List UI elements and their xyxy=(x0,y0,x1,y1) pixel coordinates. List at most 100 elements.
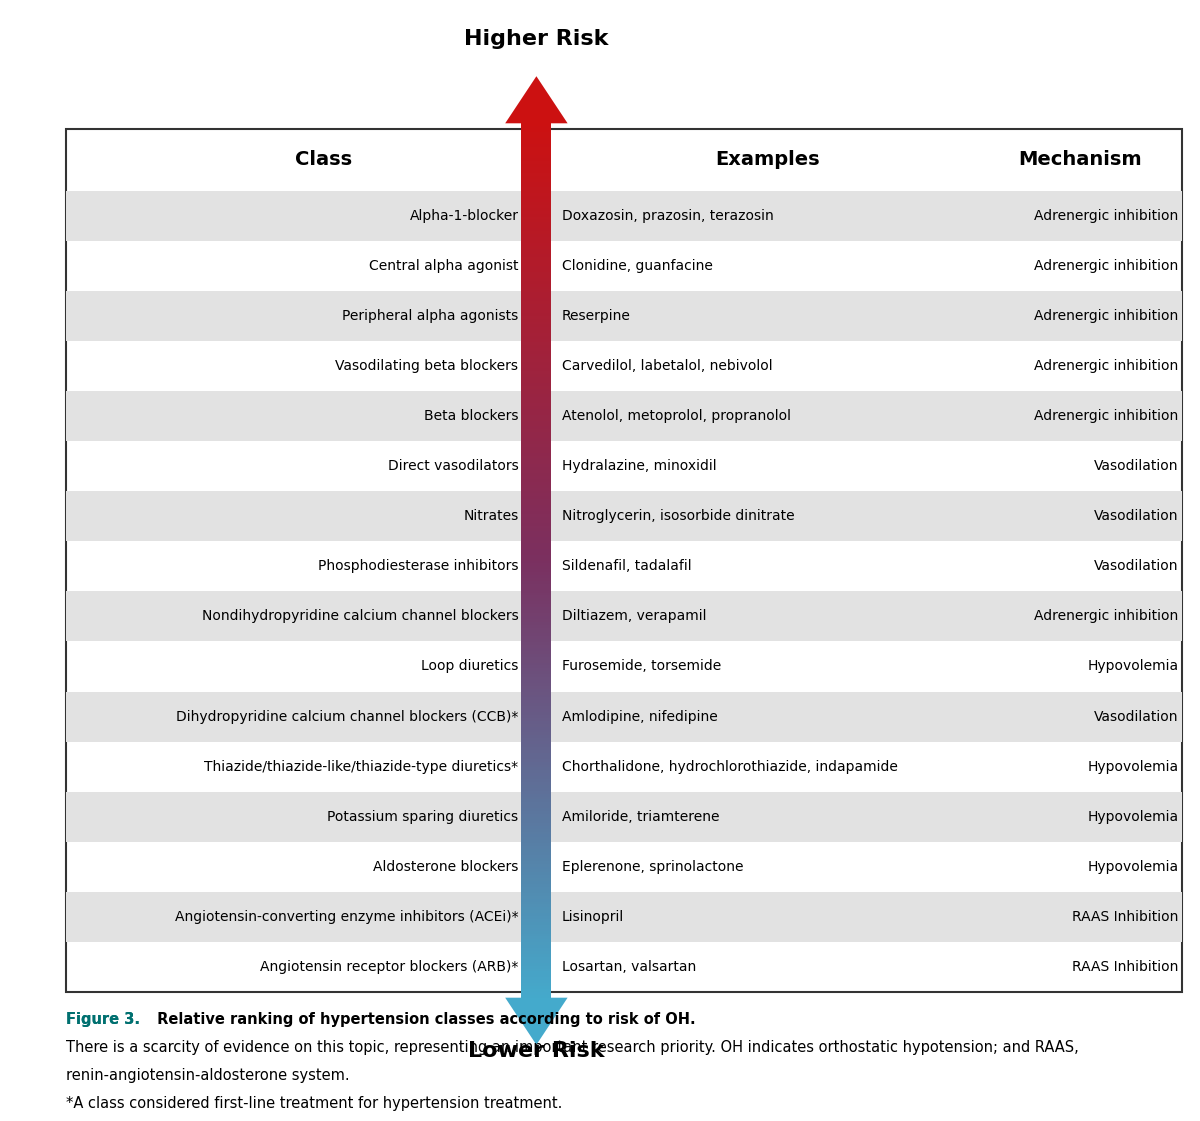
Bar xyxy=(521,630,552,633)
Bar xyxy=(521,654,552,657)
Bar xyxy=(521,202,552,205)
Bar xyxy=(521,389,552,391)
Bar xyxy=(521,564,552,566)
Text: Chorthalidone, hydrochlorothiazide, indapamide: Chorthalidone, hydrochlorothiazide, inda… xyxy=(562,760,898,773)
Text: Phosphodiesterase inhibitors: Phosphodiesterase inhibitors xyxy=(318,559,518,573)
Bar xyxy=(521,604,552,608)
Bar xyxy=(521,572,552,575)
Bar xyxy=(521,409,552,411)
Bar xyxy=(521,170,552,173)
Bar xyxy=(521,342,552,345)
Bar xyxy=(521,152,552,156)
Bar xyxy=(521,852,552,855)
Text: Doxazosin, prazosin, terazosin: Doxazosin, prazosin, terazosin xyxy=(562,209,773,223)
Bar xyxy=(521,280,552,284)
Bar xyxy=(521,560,552,564)
Polygon shape xyxy=(505,998,568,1045)
Bar xyxy=(521,129,552,132)
Bar xyxy=(66,391,1182,441)
Text: Eplerenone, sprinolactone: Eplerenone, sprinolactone xyxy=(562,860,743,874)
Bar xyxy=(521,243,552,245)
Bar xyxy=(521,464,552,467)
Bar xyxy=(521,455,552,458)
Text: Figure 3.: Figure 3. xyxy=(66,1012,140,1027)
Bar xyxy=(521,826,552,828)
Bar xyxy=(521,278,552,280)
Bar xyxy=(521,846,552,849)
Bar xyxy=(521,615,552,619)
Bar xyxy=(521,293,552,295)
Bar xyxy=(521,237,552,240)
Text: Nondihydropyridine calcium channel blockers: Nondihydropyridine calcium channel block… xyxy=(202,610,518,623)
Bar xyxy=(521,302,552,304)
Bar xyxy=(521,546,552,549)
Bar xyxy=(521,433,552,435)
Bar xyxy=(521,537,552,540)
Bar xyxy=(521,858,552,861)
Bar xyxy=(521,386,552,389)
Bar xyxy=(521,356,552,360)
Bar xyxy=(521,986,552,989)
Bar xyxy=(521,450,552,453)
Bar xyxy=(521,365,552,368)
Bar xyxy=(521,528,552,531)
Bar xyxy=(521,855,552,858)
Text: Potassium sparing diuretics: Potassium sparing diuretics xyxy=(328,809,518,824)
Bar xyxy=(521,613,552,615)
Bar xyxy=(521,659,552,663)
Bar xyxy=(521,575,552,578)
Bar xyxy=(521,843,552,846)
Text: Vasodilation: Vasodilation xyxy=(1094,710,1178,723)
Bar xyxy=(521,147,552,149)
Bar xyxy=(521,637,552,639)
Text: Loop diuretics: Loop diuretics xyxy=(421,659,518,674)
Bar xyxy=(521,951,552,954)
Bar xyxy=(521,610,552,613)
Bar xyxy=(521,721,552,724)
Text: Losartan, valsartan: Losartan, valsartan xyxy=(562,960,696,974)
Bar xyxy=(521,992,552,994)
Text: Amiloride, triamterene: Amiloride, triamterene xyxy=(562,809,719,824)
Bar xyxy=(521,348,552,351)
Bar xyxy=(521,526,552,528)
Bar xyxy=(521,400,552,404)
Bar xyxy=(521,972,552,974)
Text: Direct vasodilators: Direct vasodilators xyxy=(388,460,518,473)
Text: Examples: Examples xyxy=(715,150,821,169)
Bar xyxy=(521,697,552,701)
Text: Lower Risk: Lower Risk xyxy=(468,1041,605,1062)
Bar xyxy=(521,823,552,826)
Bar xyxy=(521,482,552,484)
Bar xyxy=(521,724,552,726)
Bar xyxy=(521,750,552,753)
Bar xyxy=(521,756,552,759)
Bar xyxy=(521,149,552,152)
Bar xyxy=(521,683,552,686)
Bar xyxy=(521,666,552,668)
Bar xyxy=(521,182,552,185)
Bar xyxy=(521,231,552,234)
Bar xyxy=(521,739,552,741)
Bar xyxy=(521,205,552,207)
Bar xyxy=(521,298,552,302)
Bar xyxy=(521,765,552,768)
Bar xyxy=(521,415,552,418)
Bar xyxy=(521,200,552,202)
Bar xyxy=(521,424,552,426)
Text: Class: Class xyxy=(295,150,353,169)
Bar xyxy=(521,351,552,353)
Bar xyxy=(521,411,552,415)
Bar xyxy=(521,861,552,863)
Bar xyxy=(521,761,552,765)
Bar xyxy=(521,817,552,819)
Bar xyxy=(521,890,552,892)
Bar xyxy=(521,954,552,957)
Bar xyxy=(521,313,552,316)
Bar xyxy=(521,156,552,158)
Bar xyxy=(521,677,552,680)
Bar xyxy=(521,397,552,400)
Bar xyxy=(521,715,552,717)
Bar xyxy=(521,420,552,424)
Bar xyxy=(521,876,552,878)
Bar xyxy=(521,493,552,497)
